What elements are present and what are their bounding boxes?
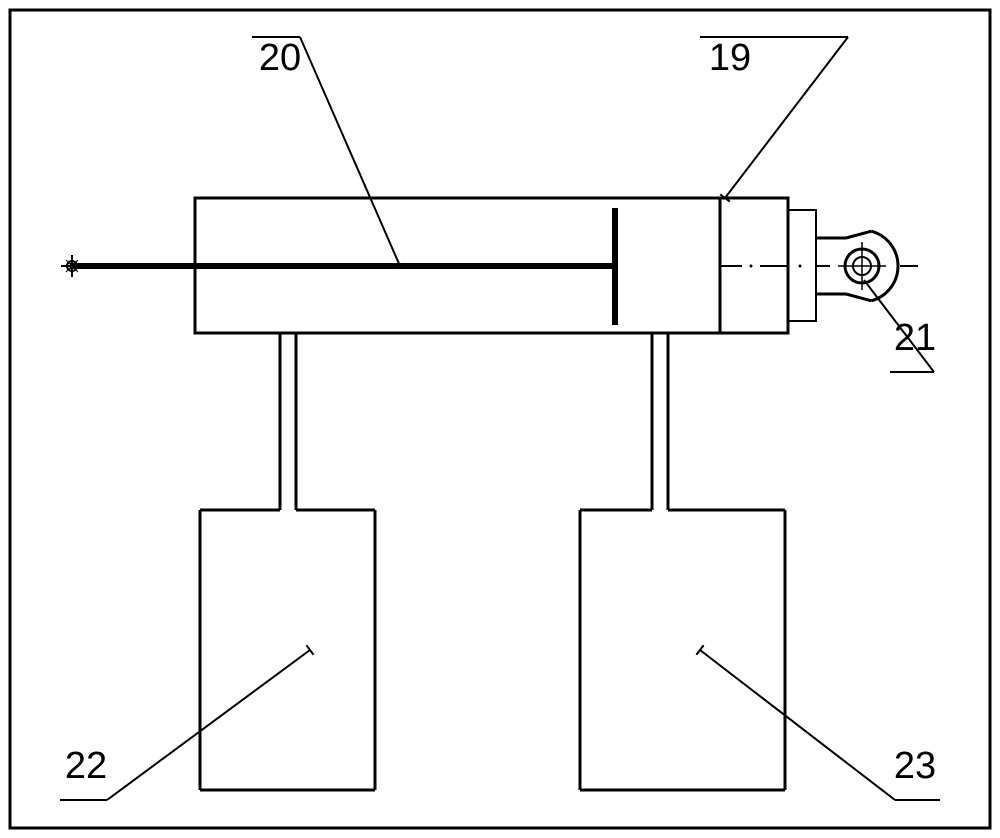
label-23: 23: [894, 745, 936, 787]
rod-tip-crosshair: [61, 255, 83, 277]
port-right: [580, 333, 785, 790]
center-axis: [720, 265, 918, 268]
label-20: 20: [259, 37, 301, 79]
cylinder-endcap: [788, 210, 816, 321]
label-19: 19: [709, 37, 751, 79]
label-21: 21: [894, 317, 936, 359]
leader-lines: [60, 37, 940, 800]
port-left: [200, 333, 375, 790]
engineering-diagram: 19 20 21 22 23: [0, 0, 1000, 838]
label-22: 22: [65, 745, 107, 787]
drawing-border: [10, 10, 990, 828]
